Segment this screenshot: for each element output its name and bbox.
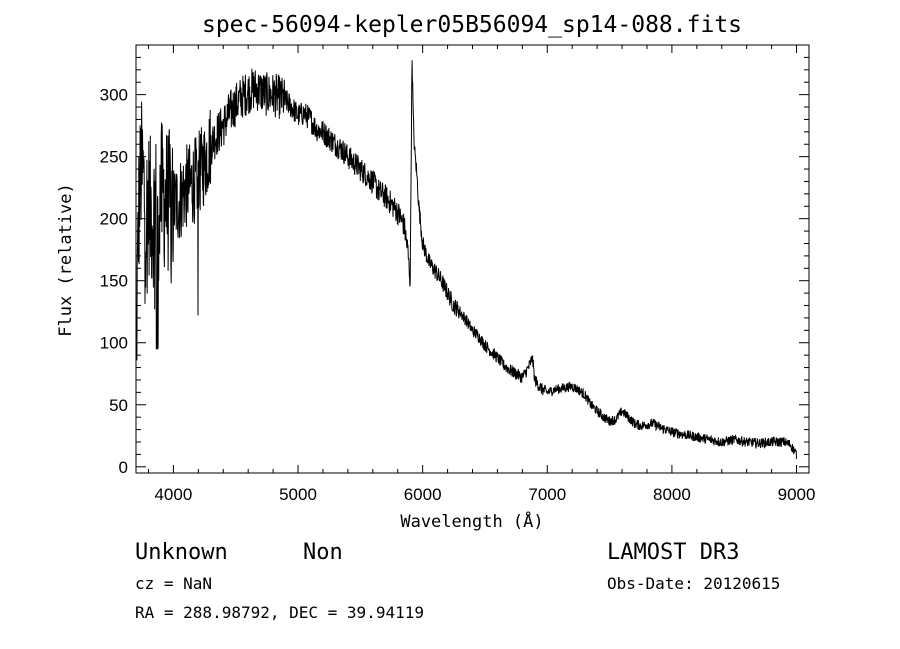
x-axis-label: Wavelength (Å) (400, 510, 543, 532)
x-tick-label: 5000 (279, 485, 317, 504)
obs-date: Obs-Date: 20120615 (607, 574, 780, 593)
y-tick-label: 200 (100, 210, 128, 229)
y-tick-label: 100 (100, 334, 128, 353)
spectrum-line (136, 60, 797, 460)
y-tick-label: 150 (100, 272, 128, 291)
redshift-text: cz = NaN (135, 574, 212, 593)
object-subclass: Non (303, 540, 343, 565)
coordinates: RA = 288.98792, DEC = 39.94119 (135, 603, 424, 622)
x-tick-label: 4000 (154, 485, 192, 504)
y-axis-ticks: 0 50 100 150 200 250 300 (100, 56, 809, 477)
x-tick-label: 9000 (778, 485, 816, 504)
y-axis-label: Flux (relative) (56, 183, 76, 337)
chart-title: spec-56094-kepler05B56094_sp14-088.fits (202, 12, 742, 38)
y-tick-label: 50 (109, 396, 128, 415)
plot-area (135, 44, 810, 474)
y-tick-label: 300 (100, 86, 128, 105)
y-tick-label: 250 (100, 148, 128, 167)
x-tick-label: 8000 (653, 485, 691, 504)
y-tick-label: 0 (119, 458, 128, 477)
spectrum-series (136, 60, 797, 460)
x-axis-ticks: 4000 5000 6000 7000 8000 9000 (147, 45, 816, 504)
x-tick-label: 6000 (404, 485, 442, 504)
x-tick-label: 7000 (528, 485, 566, 504)
survey-name: LAMOST DR3 (607, 540, 739, 565)
object-class: Unknown (135, 540, 228, 565)
